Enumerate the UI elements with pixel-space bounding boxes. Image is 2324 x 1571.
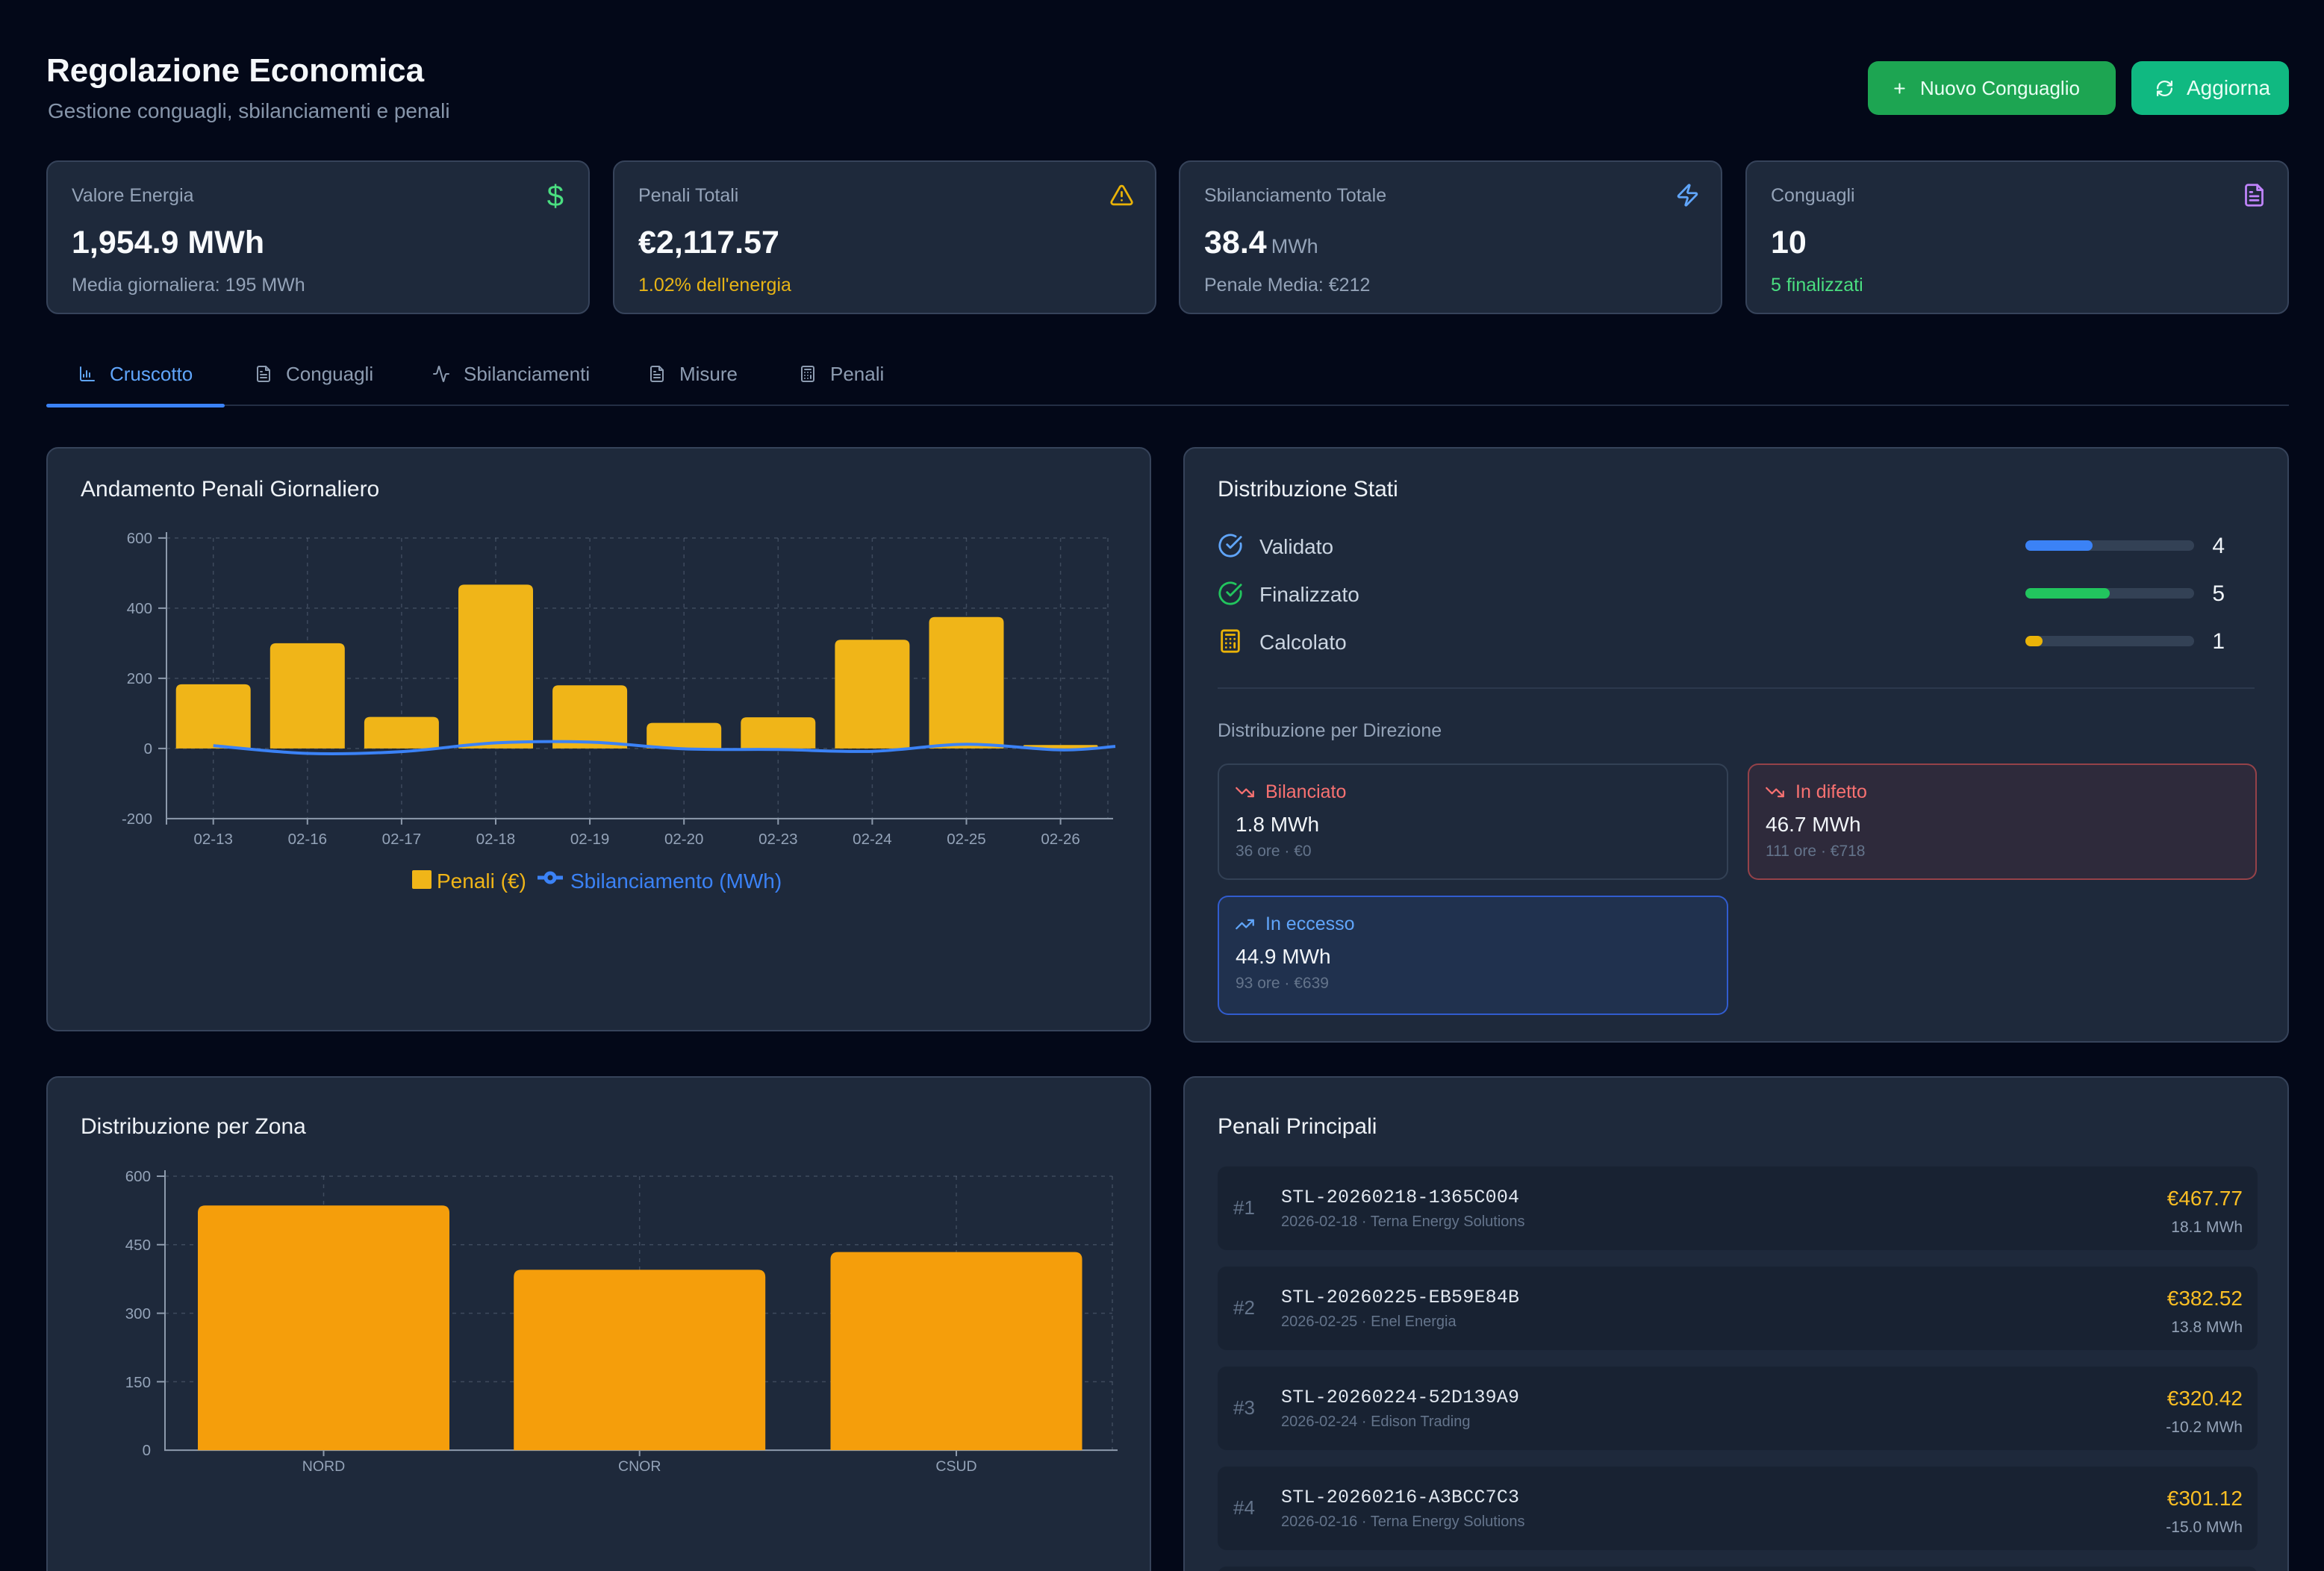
svg-text:02-23: 02-23 bbox=[758, 831, 797, 848]
svg-text:-200: -200 bbox=[122, 811, 152, 828]
svg-text:NORD: NORD bbox=[302, 1458, 345, 1475]
svg-text:02-16: 02-16 bbox=[288, 831, 327, 848]
svg-text:Penali (€): Penali (€) bbox=[437, 869, 526, 893]
svg-text:02-19: 02-19 bbox=[570, 831, 609, 848]
svg-text:400: 400 bbox=[127, 600, 152, 617]
svg-text:0: 0 bbox=[143, 1442, 151, 1459]
svg-text:150: 150 bbox=[125, 1374, 151, 1391]
svg-text:02-24: 02-24 bbox=[853, 831, 891, 848]
svg-text:0: 0 bbox=[144, 740, 152, 758]
svg-text:Sbilanciamento (MWh): Sbilanciamento (MWh) bbox=[570, 869, 782, 893]
svg-text:CSUD: CSUD bbox=[935, 1458, 976, 1475]
svg-text:02-17: 02-17 bbox=[382, 831, 421, 848]
svg-text:02-26: 02-26 bbox=[1041, 831, 1080, 848]
svg-text:600: 600 bbox=[125, 1168, 151, 1185]
svg-text:600: 600 bbox=[127, 530, 152, 547]
svg-text:02-25: 02-25 bbox=[947, 831, 985, 848]
svg-text:02-18: 02-18 bbox=[476, 831, 515, 848]
svg-text:02-13: 02-13 bbox=[193, 831, 232, 848]
svg-text:450: 450 bbox=[125, 1237, 151, 1254]
svg-text:300: 300 bbox=[125, 1305, 151, 1322]
svg-text:CNOR: CNOR bbox=[618, 1458, 661, 1475]
svg-text:200: 200 bbox=[127, 670, 152, 687]
svg-text:02-20: 02-20 bbox=[664, 831, 703, 848]
